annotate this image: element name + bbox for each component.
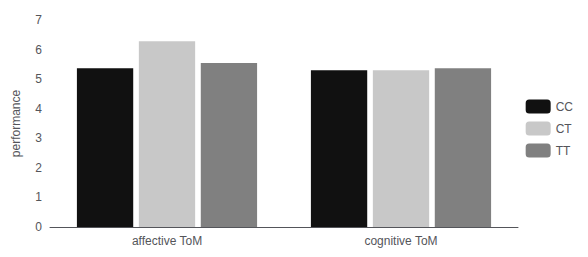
svg-text:cognitive ToM: cognitive ToM [364,234,437,248]
svg-text:1: 1 [35,190,42,204]
svg-text:performance: performance [9,89,23,157]
svg-text:7: 7 [35,13,42,27]
svg-text:4: 4 [35,102,42,116]
svg-text:TT: TT [556,144,571,158]
svg-text:2: 2 [35,161,42,175]
svg-text:CT: CT [556,122,573,136]
svg-text:CC: CC [556,100,574,114]
svg-text:5: 5 [35,72,42,86]
svg-text:0: 0 [35,220,42,234]
svg-text:affective ToM: affective ToM [132,234,202,248]
svg-text:3: 3 [35,131,42,145]
svg-text:6: 6 [35,43,42,57]
